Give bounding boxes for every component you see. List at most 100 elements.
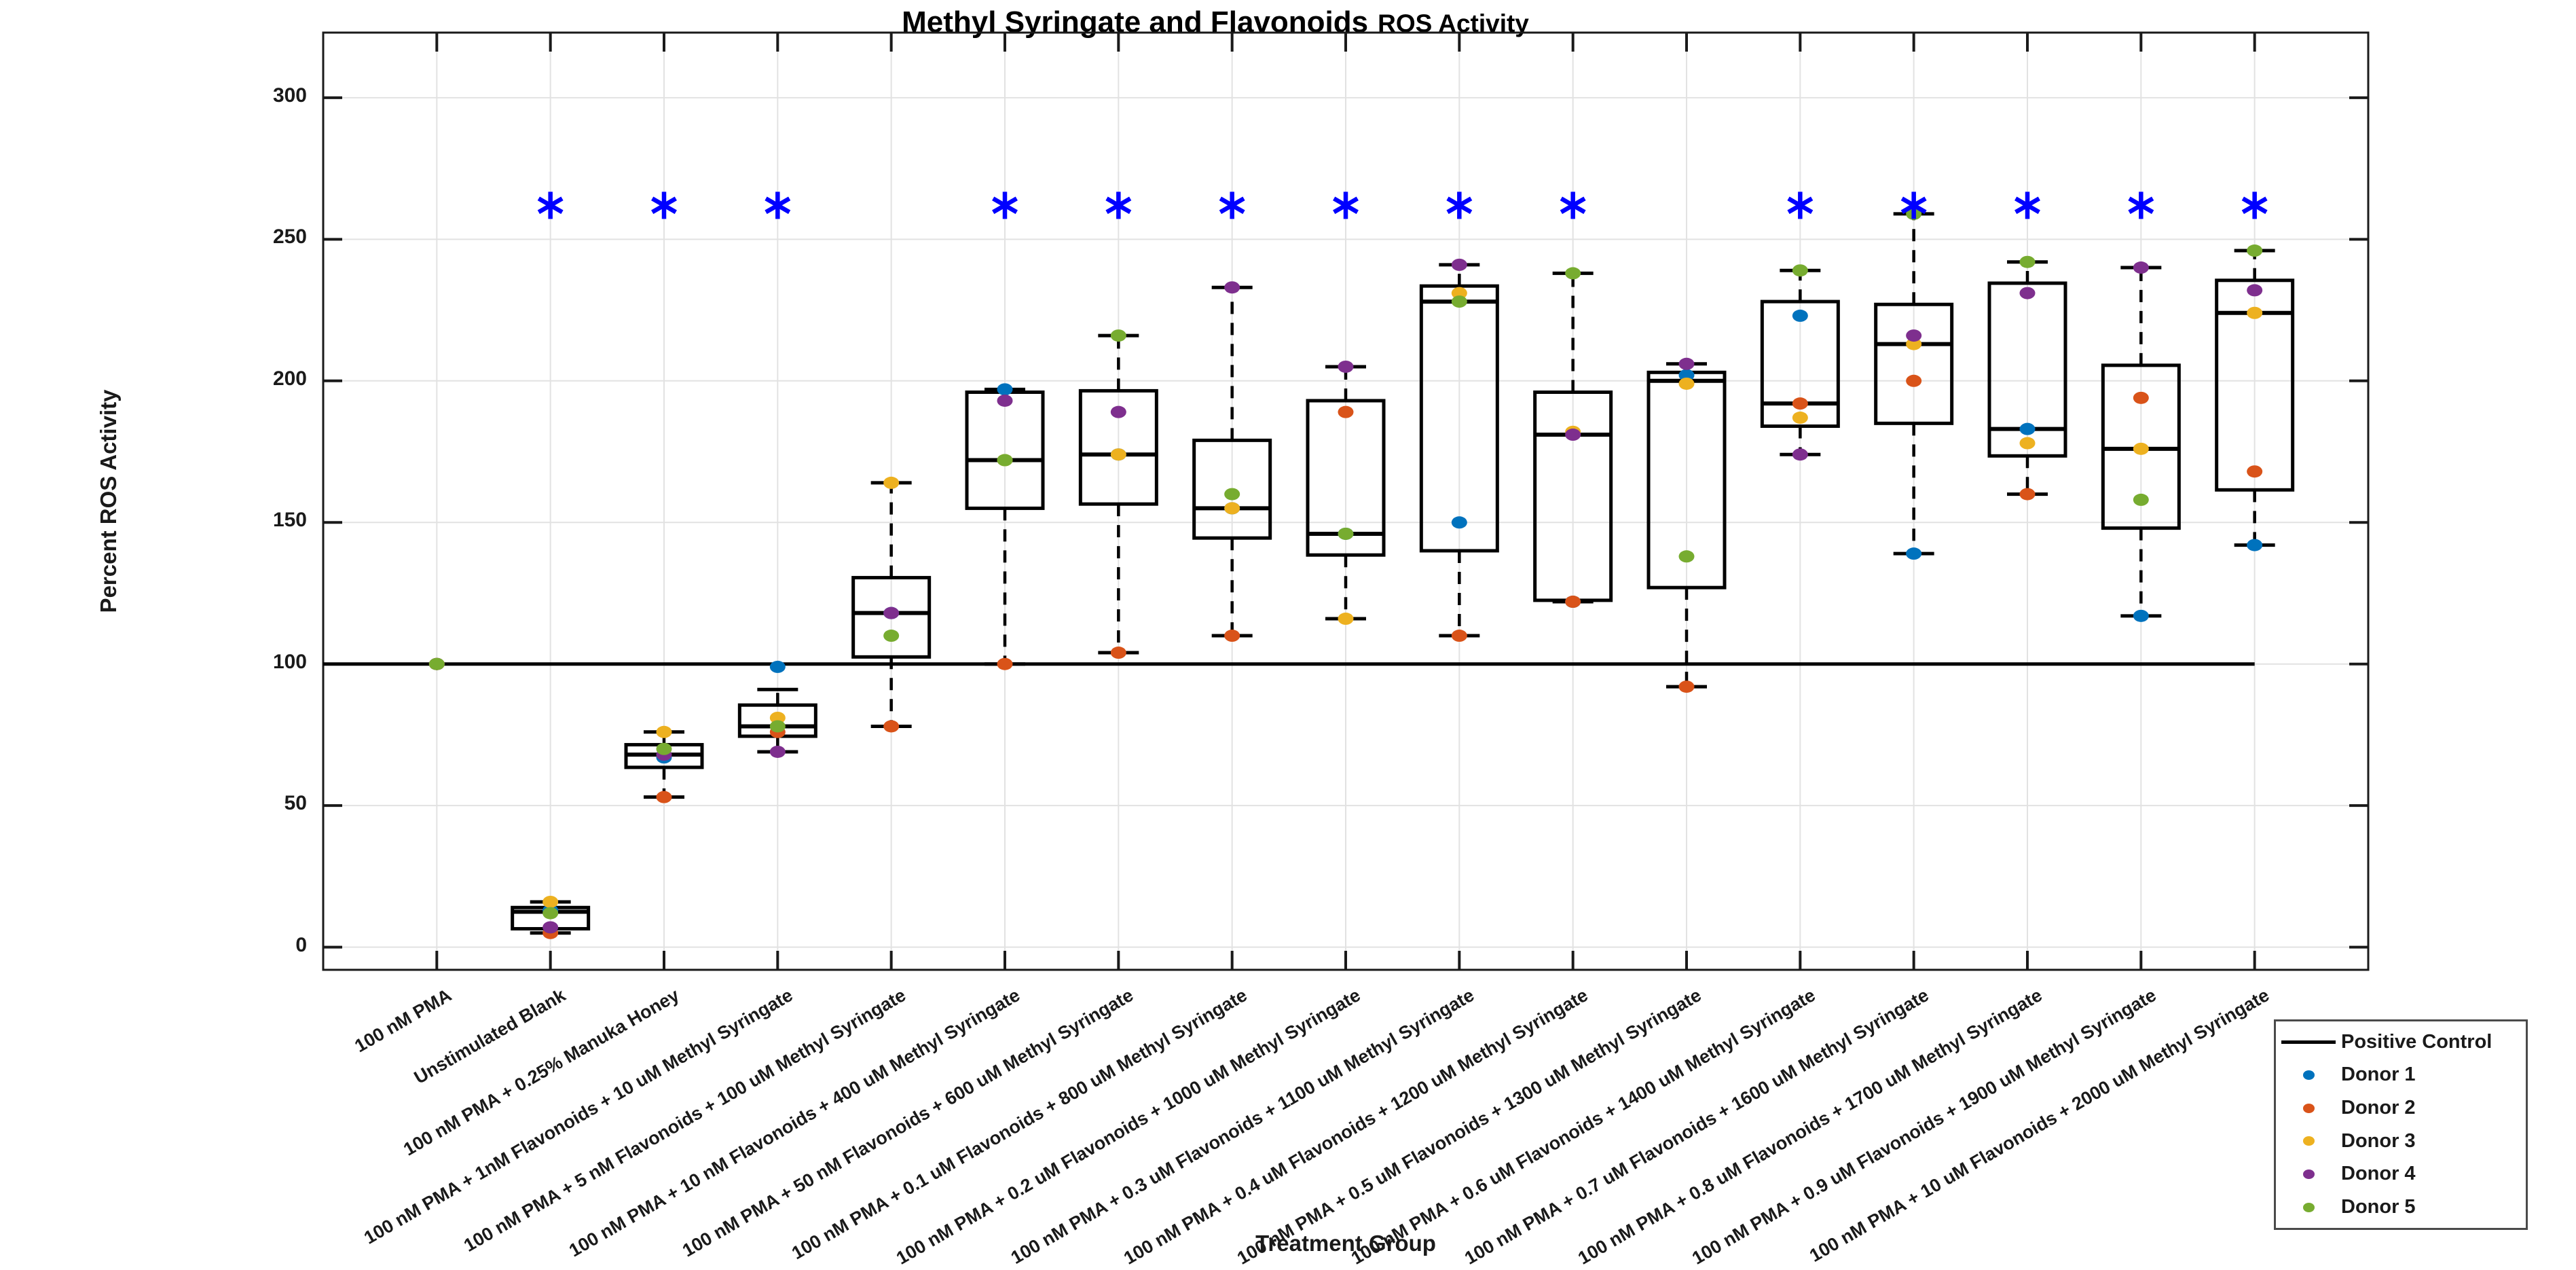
donor-point-1	[1451, 516, 1467, 529]
donor-point-4	[997, 394, 1013, 407]
donor-point-5	[542, 907, 559, 920]
donor-point-4	[883, 606, 900, 619]
y-tick-label: 50	[284, 792, 307, 815]
donor-marker-icon	[2302, 1136, 2315, 1146]
box-group-16	[2101, 363, 2181, 530]
donor-point-4	[1678, 357, 1695, 370]
significance-asterisk	[1560, 196, 1586, 215]
box-group-9	[1306, 399, 1386, 557]
donor-point-2	[2019, 488, 2036, 501]
donor-point-1	[2133, 609, 2149, 622]
box-group-13	[1760, 300, 1840, 429]
donor-point-5	[883, 630, 900, 642]
box-group-8	[1192, 438, 1272, 540]
donor-point-3	[1224, 502, 1240, 515]
donor-point-1	[1906, 547, 1922, 560]
donor-point-3	[1678, 377, 1695, 390]
donor-point-5	[2019, 255, 2036, 268]
legend-label-donor-1: Donor 1	[2341, 1064, 2416, 1086]
x-axis-label: Treatment Group	[1255, 1231, 1436, 1256]
donor-point-3	[1338, 613, 1354, 625]
donor-point-4	[1451, 258, 1467, 271]
y-tick-label: 150	[272, 509, 307, 532]
donor-point-3	[1906, 338, 1922, 350]
donor-point-2	[997, 657, 1013, 670]
legend-swatch	[2276, 1070, 2341, 1080]
significance-asterisk	[1900, 196, 1927, 215]
donor-point-2	[656, 791, 672, 803]
donor-point-1	[769, 660, 786, 673]
donor-point-1	[2019, 422, 2036, 435]
donor-point-3	[656, 725, 672, 738]
donor-point-3	[2247, 306, 2263, 319]
legend-label-donor-4: Donor 4	[2341, 1163, 2416, 1185]
donor-point-1	[2247, 539, 2263, 551]
legend-row-donor-1: Donor 1	[2276, 1064, 2526, 1086]
donor-point-5	[1678, 550, 1695, 563]
box-group-15	[1987, 281, 2067, 458]
box-group-10	[1419, 284, 1499, 553]
donor-point-4	[769, 745, 786, 758]
legend-label-positive-control: Positive Control	[2341, 1030, 2492, 1053]
donor-point-5	[428, 657, 445, 670]
donor-point-5	[2133, 493, 2149, 506]
significance-asterisk	[2128, 196, 2154, 215]
donor-point-2	[1565, 596, 1581, 609]
donor-point-5	[1338, 527, 1354, 540]
donor-point-4	[1906, 329, 1922, 342]
box-group-5	[851, 576, 932, 659]
box-group-14	[1874, 302, 1954, 425]
donor-point-2	[1451, 630, 1467, 642]
donor-point-2	[2247, 465, 2263, 478]
donor-point-2	[1678, 681, 1695, 693]
legend-swatch	[2276, 1040, 2341, 1044]
donor-point-5	[997, 454, 1013, 467]
significance-asterisk	[1446, 196, 1473, 215]
legend: Positive Control Donor 1 Donor 2 Donor 3 Do…	[2274, 1019, 2528, 1230]
donor-point-5	[1792, 264, 1808, 277]
y-tick-label: 200	[272, 367, 307, 390]
donor-marker-icon	[2302, 1103, 2315, 1113]
donor-point-4	[1110, 405, 1126, 418]
donor-point-3	[769, 711, 786, 724]
donor-point-4	[2247, 284, 2263, 297]
donor-point-3	[1110, 448, 1126, 461]
donor-point-1	[1792, 309, 1808, 322]
legend-label-donor-3: Donor 3	[2341, 1129, 2416, 1152]
donor-point-5	[1565, 267, 1581, 280]
significance-asterisk	[651, 196, 677, 215]
donor-point-2	[1906, 374, 1922, 387]
donor-marker-icon	[2302, 1070, 2315, 1080]
donor-point-5	[1224, 488, 1240, 501]
donor-point-2	[1792, 397, 1808, 410]
donor-point-4	[1565, 429, 1581, 441]
legend-row-donor-4: Donor 4	[2276, 1163, 2526, 1185]
legend-swatch	[2276, 1202, 2341, 1212]
donor-marker-icon	[2302, 1202, 2315, 1212]
significance-asterisk	[1105, 196, 1132, 215]
donor-point-2	[2133, 391, 2149, 404]
donor-point-2	[1224, 630, 1240, 642]
donor-point-5	[769, 720, 786, 733]
donor-point-3	[2133, 442, 2149, 455]
donor-point-2	[1110, 647, 1126, 659]
significance-asterisk	[992, 196, 1018, 215]
legend-swatch	[2276, 1103, 2341, 1113]
significance-asterisk	[2241, 196, 2268, 215]
donor-point-3	[542, 895, 559, 908]
significance-asterisk	[1787, 196, 1814, 215]
donor-point-4	[1224, 281, 1240, 294]
donor-point-5	[2247, 244, 2263, 257]
donor-point-3	[2019, 437, 2036, 450]
donor-point-5	[1110, 329, 1126, 342]
donor-point-4	[1792, 448, 1808, 461]
legend-swatch	[2276, 1169, 2341, 1179]
donor-point-2	[883, 720, 900, 733]
y-tick-label: 300	[272, 84, 307, 107]
significance-asterisk	[2014, 196, 2040, 215]
legend-row-donor-3: Donor 3	[2276, 1130, 2526, 1153]
legend-label-donor-5: Donor 5	[2341, 1196, 2416, 1218]
donor-point-4	[2133, 261, 2149, 274]
